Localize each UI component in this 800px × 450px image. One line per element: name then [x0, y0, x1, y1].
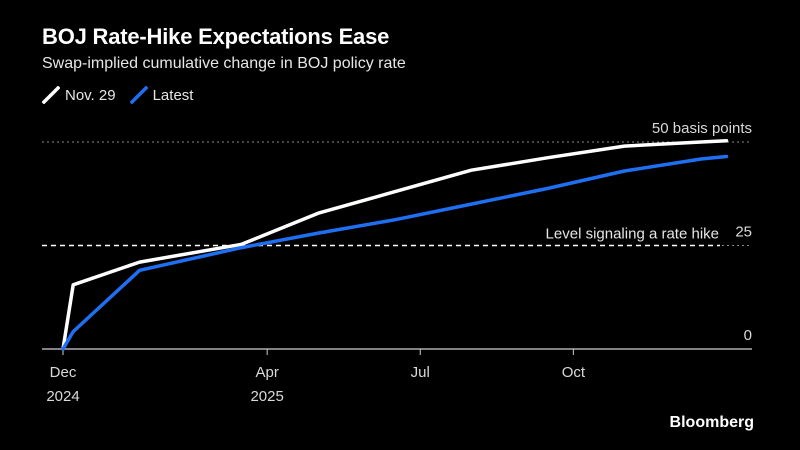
- legend-swatch-nov-29: [42, 86, 60, 104]
- x-tick-year-2024: 2024: [46, 388, 79, 405]
- legend: Nov. 29 Latest: [42, 86, 207, 104]
- x-tick-label-apr: Apr: [255, 364, 278, 381]
- y-tick-label-50: 50 basis points: [652, 120, 752, 137]
- legend-label-latest: Latest: [152, 86, 194, 104]
- chart-title: BOJ Rate-Hike Expectations Ease: [42, 24, 390, 49]
- reference-line-label: Level signaling a rate hike: [546, 226, 719, 243]
- chart-subtitle: Swap-implied cumulative change in BOJ po…: [42, 55, 406, 72]
- series-line-latest: [61, 154, 729, 351]
- y-tick-label-0: 0: [744, 327, 752, 344]
- source-logo: Bloomberg: [669, 414, 754, 431]
- legend-swatch-latest: [129, 86, 148, 104]
- legend-item-nov-29: Nov. 29: [42, 86, 116, 104]
- series-line-nov-29: [61, 139, 729, 351]
- x-tick-label-dec: Dec: [50, 364, 77, 381]
- y-tick-label-25: 25: [735, 224, 752, 241]
- legend-item-latest: Latest: [129, 86, 194, 104]
- legend-label-nov-29: Nov. 29: [65, 86, 116, 104]
- x-tick-label-jul: Jul: [411, 364, 430, 381]
- x-tick-label-oct: Oct: [562, 364, 586, 381]
- x-tick-year-2025: 2025: [250, 388, 283, 405]
